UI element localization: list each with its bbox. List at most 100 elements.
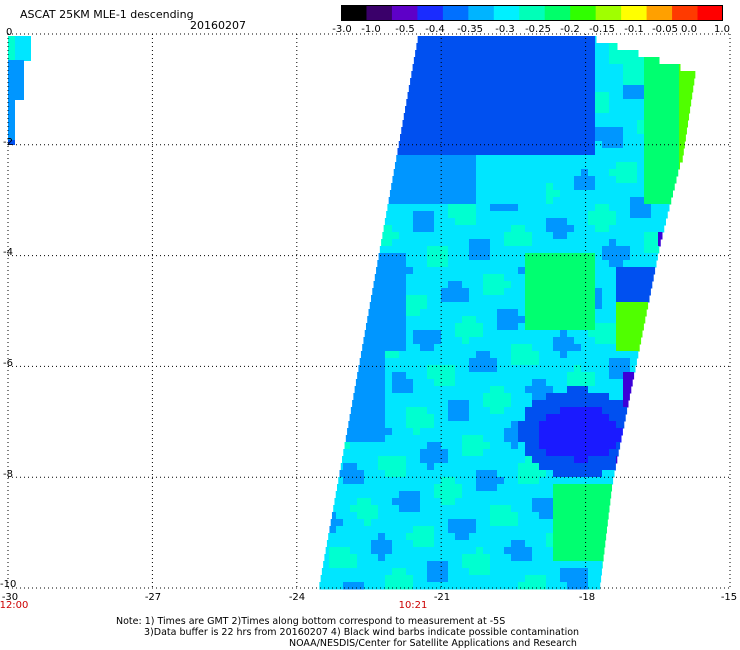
swath-cell	[609, 71, 617, 79]
swath-cell	[378, 379, 386, 387]
swath-cell	[658, 197, 666, 205]
swath-cell	[462, 183, 470, 191]
swath-cell	[532, 218, 540, 226]
swath-cell	[672, 148, 680, 156]
swath-cell	[504, 113, 512, 121]
swath-cell	[420, 197, 428, 205]
swath-cell	[357, 512, 365, 520]
swath-cell	[399, 428, 407, 436]
swath-cell	[637, 113, 645, 121]
swath-cell	[497, 50, 505, 58]
swath-cell	[560, 547, 568, 555]
swath-cell	[665, 127, 673, 135]
swath-cell	[539, 540, 547, 548]
swath-cell	[476, 323, 484, 331]
swath-cell	[455, 526, 463, 534]
swath-cell	[490, 176, 498, 184]
swath-cell	[616, 225, 624, 233]
swath-cell	[420, 365, 428, 373]
swath-cell	[434, 232, 442, 240]
swath-cell	[378, 554, 386, 562]
swath-cell	[609, 400, 617, 408]
swath-cell	[420, 533, 428, 541]
swath-cell	[560, 204, 568, 212]
swath-cell	[574, 477, 582, 485]
swath-cell	[420, 407, 428, 415]
swath-cell	[546, 99, 554, 107]
swath-cell	[371, 456, 379, 464]
swath-cell	[413, 421, 421, 429]
swath-cell	[406, 302, 414, 310]
swath-cell	[476, 568, 484, 576]
swath-cell	[574, 428, 582, 436]
swath-cell	[525, 106, 533, 114]
swath-cell	[413, 561, 421, 569]
swath-cell	[427, 407, 435, 415]
swath-cell	[427, 232, 435, 240]
swath-cell	[504, 400, 512, 408]
swath-cell	[630, 344, 638, 352]
swath-cell	[581, 449, 589, 457]
swath-cell	[350, 547, 358, 555]
swath-cell	[357, 407, 365, 415]
swath-cell	[401, 127, 409, 135]
swath-cell	[483, 351, 491, 359]
swath-cell	[553, 78, 561, 86]
swath-cell	[406, 379, 414, 387]
swath-cell	[441, 351, 449, 359]
swath-cell	[595, 71, 603, 79]
note-line-2: 3)Data buffer is 22 hrs from 20160207 4)…	[144, 627, 580, 638]
swath-cell	[427, 337, 435, 345]
swath-cell	[476, 85, 484, 93]
swath-cell	[364, 400, 372, 408]
swath-cell	[518, 463, 526, 471]
swath-cell	[518, 351, 526, 359]
swath-cell	[469, 575, 477, 583]
swath-cell	[483, 526, 491, 534]
swath-cell	[434, 155, 442, 163]
swath-cell	[665, 155, 673, 163]
swath-cell	[518, 519, 526, 527]
swath-cell	[546, 78, 554, 86]
swath-cell	[399, 568, 407, 576]
swath-cell	[588, 582, 596, 590]
swath-cell	[658, 64, 666, 72]
swath-cell	[616, 127, 624, 135]
swath-cell	[609, 50, 617, 58]
swath-cell	[595, 169, 603, 177]
swath-cell	[497, 120, 505, 128]
swath-cell	[637, 309, 645, 317]
swath-cell	[525, 505, 533, 513]
swath-cell	[350, 449, 358, 457]
swath-cell	[441, 316, 449, 324]
swath-cell	[532, 260, 540, 268]
swath-cell	[413, 575, 421, 583]
swath-cell	[371, 519, 379, 527]
swath-cell	[343, 477, 351, 485]
swath-cell	[399, 246, 407, 254]
swath-fragment-cell	[8, 100, 15, 145]
swath-cell	[574, 36, 582, 44]
swath-cell	[679, 127, 687, 135]
swath-cell	[574, 344, 582, 352]
swath-cell	[469, 470, 477, 478]
swath-cell	[434, 575, 442, 583]
swath-cell	[637, 169, 645, 177]
swath-cell	[399, 330, 407, 338]
swath-cell	[637, 155, 645, 163]
swath-cell	[546, 547, 554, 555]
swath-cell	[385, 512, 393, 520]
swath-cell	[609, 106, 617, 114]
swath-cell	[448, 155, 456, 163]
swath-cell	[518, 190, 526, 198]
swath-cell	[553, 218, 561, 226]
swath-cell	[392, 309, 400, 317]
swath-cell	[387, 204, 395, 212]
swath-cell	[651, 197, 659, 205]
swath-cell	[497, 204, 505, 212]
swath-cell	[413, 169, 421, 177]
swath-cell	[511, 148, 519, 156]
swath-cell	[644, 288, 651, 296]
swath-cell	[364, 414, 372, 422]
swath-cell	[448, 386, 456, 394]
